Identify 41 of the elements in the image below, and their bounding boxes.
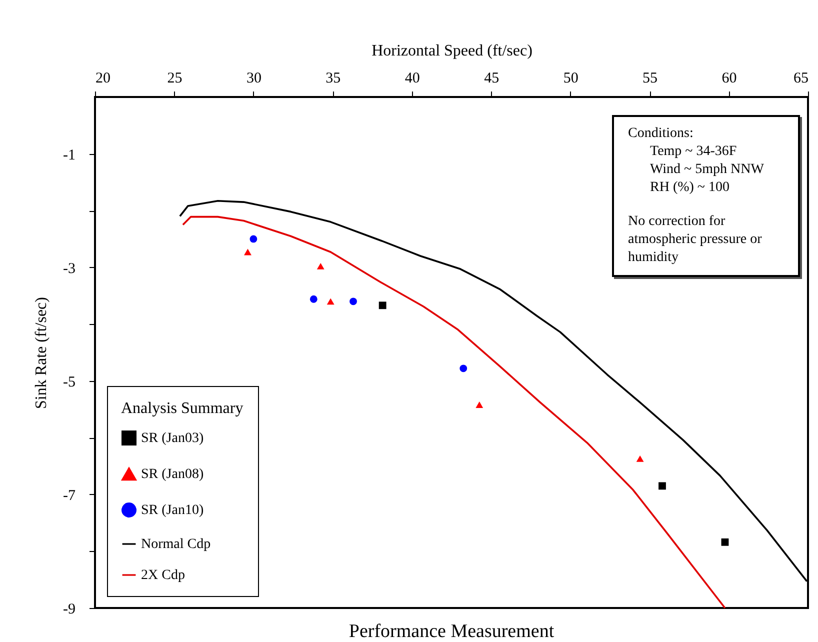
legend-title: Analysis Summary	[121, 400, 244, 417]
x-tick-label: 55	[642, 70, 658, 86]
point	[460, 364, 468, 372]
x-tick-label: 25	[167, 70, 182, 86]
x-tick-label: 50	[563, 70, 578, 86]
y-tick-label: -5	[63, 374, 76, 390]
x-tick-label: 40	[404, 70, 420, 86]
y-tick-label: -1	[63, 147, 76, 164]
x-tick-label: 20	[96, 70, 110, 86]
annotation: Temp ~ 34-36F	[649, 143, 738, 161]
legend-label: SR (Jan03)	[141, 431, 204, 446]
annotation: Wind ~ 5mph NNW	[649, 161, 765, 179]
point	[310, 295, 318, 303]
y-tick-label: -9	[63, 602, 76, 618]
annotation: Conditions:	[628, 125, 694, 143]
legend-label: SR (Jan10)	[141, 503, 204, 518]
legend-label: SR (Jan08)	[141, 467, 204, 482]
point	[636, 455, 644, 462]
point	[721, 538, 729, 546]
y-tick-label: -3	[63, 260, 76, 277]
point	[476, 402, 484, 408]
legend-label: 2X Cdp	[141, 568, 185, 583]
x-tick-label: 30	[246, 70, 262, 86]
y-tick-label: -7	[63, 488, 76, 504]
point	[250, 235, 258, 243]
x-tick-label: 35	[326, 70, 341, 86]
point	[326, 298, 334, 305]
point	[658, 482, 666, 490]
x-tick-label: 45	[484, 70, 500, 86]
annotation: RH (%) ~ 100	[649, 179, 731, 197]
x-tick-label: 65	[794, 70, 808, 86]
x-axis-title: Horizontal Speed (ft/sec)	[372, 42, 532, 60]
point	[378, 302, 386, 310]
point	[244, 248, 252, 256]
annotation: No correction for atmospheric pressure or humidity	[628, 213, 763, 267]
legend-label: Normal Cdp	[141, 537, 211, 552]
point	[350, 298, 357, 306]
y-axis-title: Sink Rate (ft/sec)	[33, 297, 50, 409]
point	[316, 262, 324, 270]
text: Performance Measurement	[348, 621, 555, 642]
x-tick-label: 60	[722, 70, 737, 86]
